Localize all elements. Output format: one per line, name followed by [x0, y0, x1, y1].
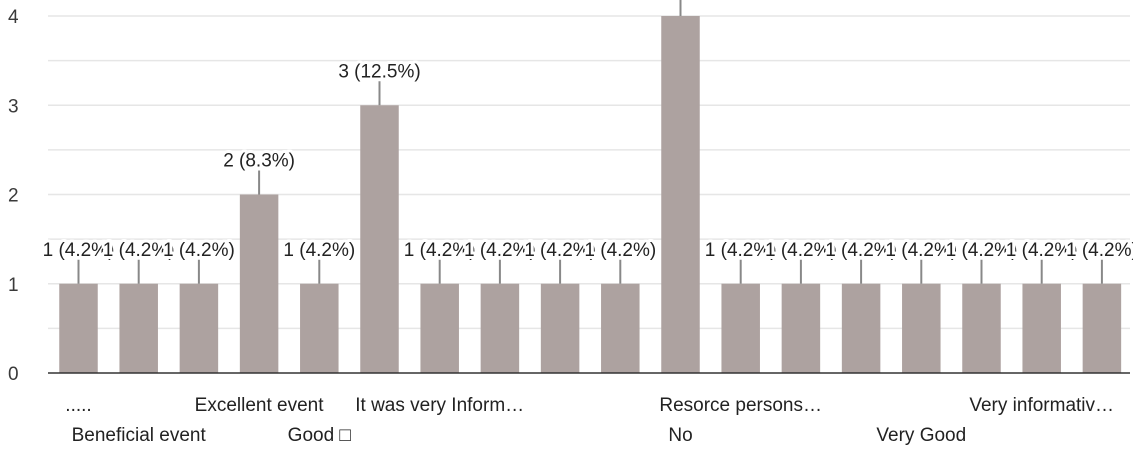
bar: [540, 283, 580, 373]
data-label: 1 (4.2%): [464, 240, 536, 261]
data-label: 1 (4.2%): [43, 240, 115, 261]
data-label-halo: 1 (4.2%): [765, 240, 837, 261]
y-tick-label: 2: [8, 186, 19, 207]
data-label-halo: 1 (4.2%): [283, 240, 355, 261]
data-label: 1 (4.2%): [163, 240, 235, 261]
x-category-label: Very Good: [876, 425, 966, 446]
data-label: 1 (4.2%): [765, 240, 837, 261]
data-label-halo: 1 (4.2%): [404, 240, 476, 261]
data-label-halo: 2 (8.3%): [223, 151, 295, 172]
y-tick-label: 0: [8, 364, 19, 385]
data-label-halo: 1 (4.2%): [584, 240, 656, 261]
data-label: 1 (4.2%): [825, 240, 897, 261]
x-category-label: .....: [65, 395, 91, 416]
data-label-halo: 1 (4.2%): [885, 240, 957, 261]
x-category-label: Good □: [288, 425, 352, 446]
data-label-halo: 1 (4.2%): [1006, 240, 1078, 261]
data-label: 1 (4.2%): [1006, 240, 1078, 261]
data-label: 1 (4.2%): [404, 240, 476, 261]
gridlines: [48, 15, 1130, 330]
data-label-halo: 1 (4.2%): [103, 240, 175, 261]
data-labels: 1 (4.2%)1 (4.2%)1 (4.2%)1 (4.2%)1 (4.2%)…: [40, 0, 1133, 284]
data-label: 1 (4.2%): [584, 240, 656, 261]
x-category-label: It was very Inform…: [355, 395, 524, 416]
bar: [601, 283, 640, 373]
data-label-halo: 1 (4.2%): [705, 240, 777, 261]
data-label: 1 (4.2%): [1066, 240, 1133, 261]
y-tick-label: 4: [8, 7, 19, 28]
data-label-halo: 1 (4.2%): [43, 240, 115, 261]
bar: [119, 283, 158, 373]
x-category-label: Resorce persons…: [659, 395, 822, 416]
data-label: 1 (4.2%): [885, 240, 957, 261]
bar: [902, 283, 941, 373]
data-label-halo: 1 (4.2%): [1066, 240, 1133, 261]
bar: [59, 283, 98, 373]
bar: [420, 283, 459, 373]
bar: [721, 283, 760, 373]
data-label: 1 (4.2%): [103, 240, 175, 261]
bar: [1082, 283, 1122, 373]
data-label-halo: 1 (4.2%): [163, 240, 235, 261]
data-label-halo: 1 (4.2%): [524, 240, 596, 261]
data-label: 1 (4.2%): [705, 240, 777, 261]
y-tick-label: 1: [8, 275, 19, 296]
x-category-label: Very informativ…: [969, 395, 1114, 416]
bar: [1022, 283, 1061, 373]
bar: [781, 283, 821, 373]
x-category-label: Excellent event: [195, 395, 325, 416]
data-label: 1 (4.2%): [946, 240, 1018, 261]
data-label: 3 (12.5%): [338, 61, 420, 82]
bar: [661, 16, 700, 373]
data-label-halo: 1 (4.2%): [464, 240, 536, 261]
data-label: 2 (8.3%): [223, 151, 295, 172]
data-label: 1 (4.2%): [524, 240, 596, 261]
bar: [179, 283, 219, 373]
data-label-halo: 3 (12.5%): [338, 61, 420, 82]
bar: [239, 194, 279, 373]
x-category-label: No: [668, 425, 692, 446]
x-axis-labels: ..... Beneficial event Excellent event Good…: [65, 395, 1114, 446]
bar: [841, 283, 881, 373]
bar: [300, 283, 339, 373]
data-label-halo: 1 (4.2%): [825, 240, 897, 261]
bar: [360, 105, 399, 373]
y-axis-ticks: 0 1 2 3 4: [8, 7, 19, 385]
x-category-label: Beneficial event: [72, 425, 207, 446]
data-label-halo: 1 (4.2%): [946, 240, 1018, 261]
y-tick-label: 3: [8, 96, 19, 117]
data-label: 1 (4.2%): [283, 240, 355, 261]
bar: [962, 283, 1001, 373]
bar: [480, 283, 520, 373]
bars: [59, 16, 1122, 373]
